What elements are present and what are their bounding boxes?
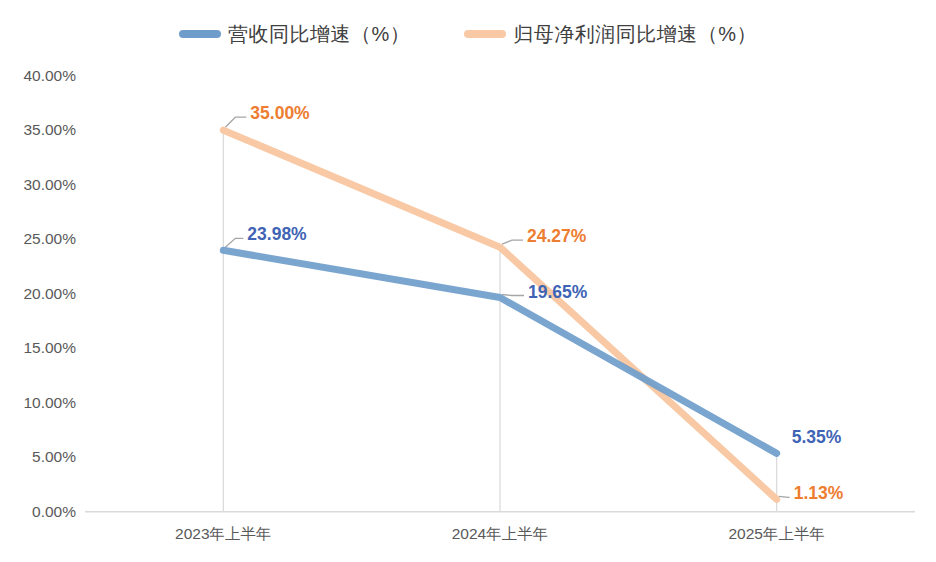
data-label-series1-point1: 24.27% — [527, 225, 586, 247]
label-leader-line — [225, 117, 246, 127]
y-axis-tick-label: 20.00% — [0, 284, 76, 304]
label-leader-line — [502, 240, 523, 244]
y-axis-tick-label: 0.00% — [0, 502, 76, 522]
data-label-series0-point2: 5.35% — [792, 426, 842, 448]
x-axis-category-label: 2024年上半年 — [415, 524, 585, 544]
x-axis-category-label: 2023年上半年 — [138, 524, 308, 544]
label-leader-line — [779, 496, 790, 497]
label-leader-line — [502, 295, 524, 296]
y-axis-tick-label: 35.00% — [0, 120, 76, 140]
y-axis-tick-label: 30.00% — [0, 175, 76, 195]
data-label-series1-point0: 35.00% — [250, 102, 309, 124]
y-axis-tick-label: 5.00% — [0, 447, 76, 467]
plot-area — [0, 0, 936, 562]
data-label-series0-point1: 19.65% — [528, 281, 587, 303]
y-axis-tick-label: 15.00% — [0, 338, 76, 358]
y-axis-tick-label: 10.00% — [0, 393, 76, 413]
data-label-series0-point0: 23.98% — [247, 223, 306, 245]
y-axis-tick-label: 25.00% — [0, 229, 76, 249]
y-axis-tick-label: 40.00% — [0, 66, 76, 86]
x-axis-category-label: 2025年上半年 — [692, 524, 862, 544]
label-leader-line — [225, 238, 243, 247]
chart-canvas: 营收同比增速（%） 归母净利润同比增速（%） 0.00%5.00%10.00%1… — [0, 0, 936, 562]
data-label-series1-point2: 1.13% — [794, 482, 844, 504]
